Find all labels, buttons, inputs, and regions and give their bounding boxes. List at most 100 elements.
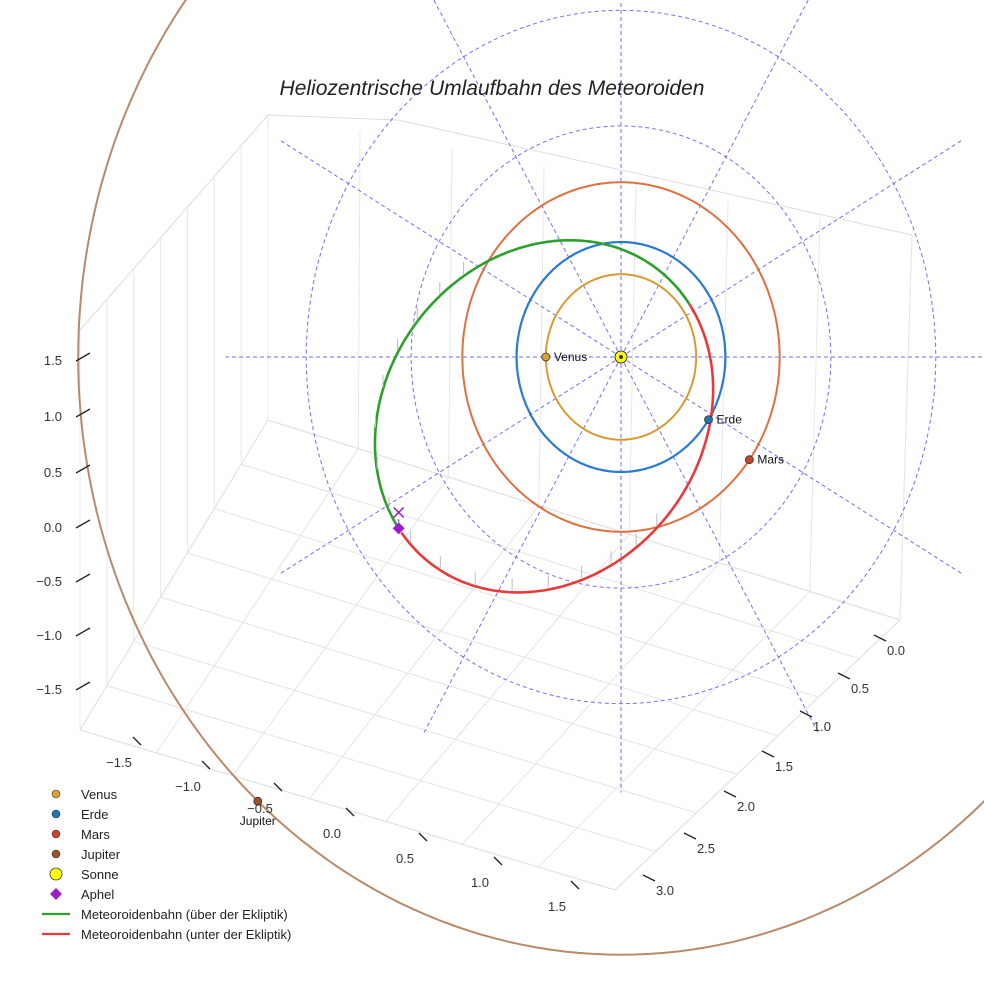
y-tick-mark	[723, 790, 737, 798]
z-tick-mark	[75, 681, 91, 691]
z-tick-label: 0.5	[44, 465, 62, 480]
legend-marker	[51, 849, 61, 859]
back-gridline	[899, 234, 913, 621]
back-gridline	[538, 166, 545, 506]
floor-gridline	[156, 448, 359, 754]
legend-item: Meteoroidenbahn (unter der Ekliptik)	[42, 927, 291, 942]
back-gridline	[448, 149, 453, 478]
floor-gridline	[538, 591, 811, 868]
floor-gridline	[308, 505, 540, 799]
legend-label: Mars	[81, 827, 110, 842]
x-tick-label: 1.5	[548, 899, 566, 914]
legend-label: Meteoroidenbahn (unter der Ekliptik)	[81, 927, 291, 942]
floor-gridline	[614, 619, 901, 891]
planet-label-mars: Mars	[757, 453, 784, 467]
planet-label-jupiter: Jupiter	[240, 814, 276, 828]
side-pane	[79, 113, 269, 730]
floor-gridline	[232, 476, 449, 777]
ecliptic-spoke	[422, 356, 622, 735]
z-tick-label: 1.5	[44, 353, 62, 368]
ecliptic-spoke	[278, 138, 622, 358]
z-tick-mark	[75, 573, 91, 583]
meteoroid-orbit-below	[400, 303, 715, 594]
floor-gridline	[461, 562, 720, 845]
legend-marker	[51, 829, 61, 839]
z-tick-mark	[75, 627, 91, 637]
floor-gridline	[133, 640, 697, 814]
y-tick-label: 2.5	[697, 841, 715, 856]
legend-label: Meteoroidenbahn (über der Ekliptik)	[81, 907, 288, 922]
z-tick-label: 0.0	[44, 520, 62, 535]
legend-item: Sonne	[49, 867, 119, 882]
ecliptic-spoke	[278, 356, 622, 576]
meteoroid-orbit-above	[373, 239, 691, 530]
legend-label: Sonne	[81, 867, 119, 882]
orbit-mars	[461, 181, 781, 533]
meteoroid-orbit	[373, 239, 715, 594]
x-tick-mark	[345, 807, 355, 817]
y-tick-label: 1.5	[775, 759, 793, 774]
ecliptic-grid	[225, 0, 984, 793]
legend-marker	[50, 888, 62, 900]
x-tick-mark	[493, 856, 503, 866]
x-tick-mark	[132, 736, 142, 746]
ecliptic-spoke	[620, 0, 809, 358]
y-tick-mark	[761, 750, 775, 758]
x-tick-label: −1.5	[106, 755, 132, 770]
axis-ticks: −1.5 −1.0 −0.5 0.0 0.5 1.0 1.5 −1.5 −1.0 −0.5 0.0 0…	[36, 352, 905, 914]
x-tick-mark	[570, 880, 580, 890]
orbit-jupiter	[77, 0, 984, 956]
planet-jupiter	[253, 796, 263, 806]
legend-item: Jupiter	[51, 847, 121, 862]
x-tick-mark	[418, 832, 428, 842]
floor-gridline	[214, 508, 819, 698]
y-tick-mark	[837, 672, 851, 680]
y-tick-label: 1.0	[813, 719, 831, 734]
planet-mars	[744, 455, 754, 465]
y-tick-mark	[642, 874, 656, 882]
x-tick-label: 1.0	[471, 875, 489, 890]
chart-title: Heliozentrische Umlaufbahn des Meteoroid…	[280, 77, 705, 100]
ecliptic-spoke	[620, 356, 820, 735]
legend-item: Meteoroidenbahn (über der Ekliptik)	[42, 907, 288, 922]
legend: Venus Erde Mars Jupiter Sonne Aphel Meteoroide…	[42, 787, 291, 942]
ecliptic-spoke	[433, 0, 622, 358]
x-tick-mark	[273, 782, 283, 792]
floor-gridline	[106, 685, 656, 852]
ecliptic-spoke	[620, 356, 964, 576]
y-tick-mark	[799, 710, 813, 718]
aphel-projection-marker	[393, 506, 405, 518]
legend-marker	[51, 789, 61, 799]
z-tick-mark	[75, 352, 91, 362]
floor-gridline	[79, 419, 269, 731]
legend-item: Aphel	[50, 887, 114, 902]
z-tick-mark	[75, 408, 91, 418]
legend-item: Erde	[51, 807, 108, 822]
floor-gridline	[267, 419, 901, 621]
orbit-erde	[515, 241, 727, 473]
y-tick-mark	[683, 832, 697, 840]
z-tick-mark	[75, 519, 91, 529]
legend-item: Venus	[51, 787, 118, 802]
legend-marker	[51, 809, 61, 819]
back-gridline	[628, 183, 637, 535]
sun-center	[619, 355, 623, 359]
planet-venus	[541, 352, 551, 362]
back-gridline	[809, 217, 821, 592]
legend-marker	[49, 867, 63, 881]
z-tick-label: 1.0	[44, 409, 62, 424]
z-tick-label: −0.5	[36, 574, 62, 589]
x-tick-label: 0.5	[396, 851, 414, 866]
legend-item: Mars	[51, 827, 110, 842]
planet-erde	[704, 415, 713, 425]
celestial-bodies: Venus Erde Mars Jupiter	[240, 350, 784, 828]
z-tick-label: −1.0	[36, 628, 62, 643]
back-gridline	[357, 132, 361, 449]
y-tick-label: 2.0	[737, 799, 755, 814]
legend-label: Venus	[81, 787, 118, 802]
z-tick-label: −1.5	[36, 682, 62, 697]
x-tick-label: −1.0	[175, 779, 201, 794]
y-tick-mark	[873, 634, 887, 642]
planet-label-venus: Venus	[554, 350, 587, 364]
